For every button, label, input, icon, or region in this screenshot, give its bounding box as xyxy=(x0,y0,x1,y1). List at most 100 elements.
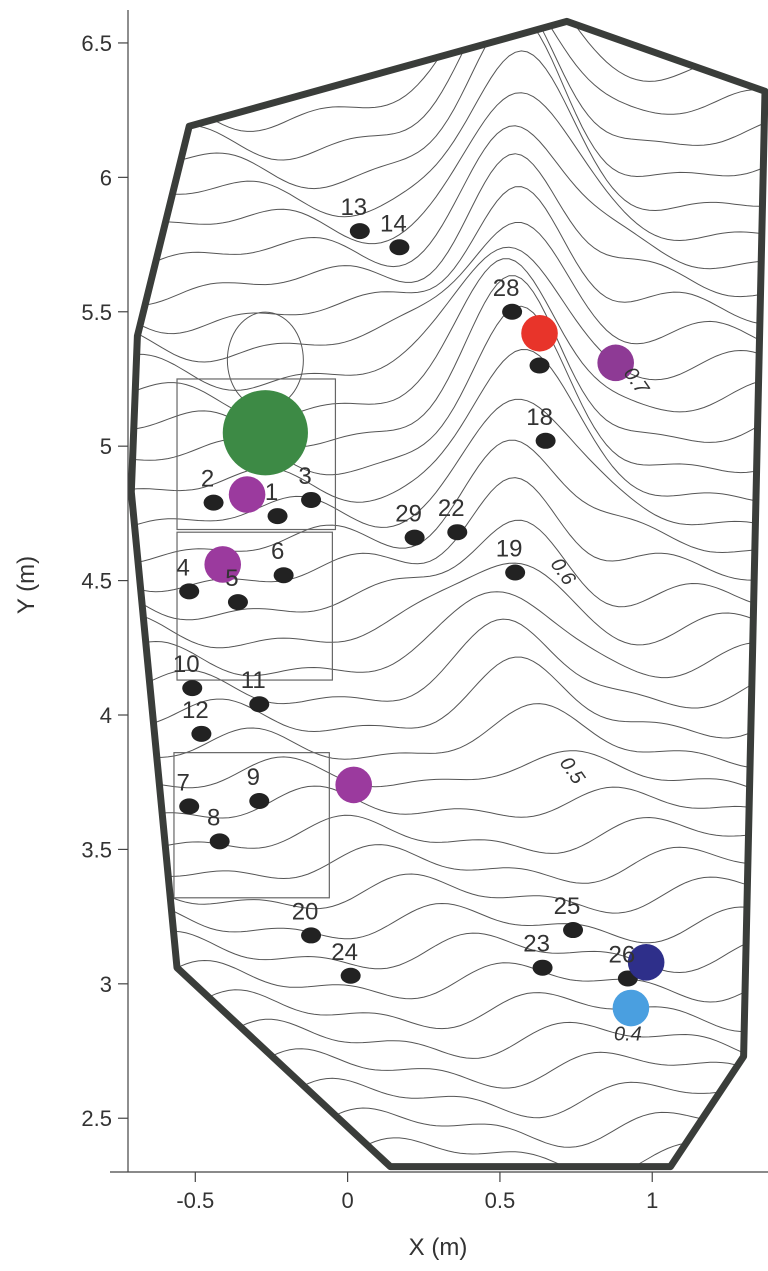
y-tick-label: 3 xyxy=(100,972,112,997)
site-boundary xyxy=(127,17,768,1171)
contour-label: 0.4 xyxy=(614,1023,642,1045)
sensor-label: 3 xyxy=(298,463,311,490)
contour-line xyxy=(131,275,766,448)
sensor-label: 22 xyxy=(438,495,465,522)
sensor-point xyxy=(249,793,270,810)
x-tick-label: -0.5 xyxy=(176,1188,214,1213)
sensor-label: 8 xyxy=(207,804,220,831)
contour-line xyxy=(131,1077,766,1119)
sensor-point xyxy=(227,594,248,611)
y-tick-label: 4.5 xyxy=(81,569,112,594)
colored-marker xyxy=(222,390,308,476)
contour-line xyxy=(131,1107,766,1148)
sensor-point xyxy=(563,922,584,939)
colored-marker xyxy=(612,989,650,1027)
sensor-point xyxy=(389,239,410,256)
sensor-label: 5 xyxy=(225,565,238,592)
contour-line xyxy=(131,21,766,46)
sensor-point xyxy=(535,432,556,449)
contour-line xyxy=(131,21,766,75)
x-tick-label: 0 xyxy=(341,1188,353,1213)
contour-line xyxy=(131,21,766,132)
colored-marker xyxy=(204,546,242,583)
sensor-label: 6 xyxy=(271,538,284,565)
contour-line xyxy=(131,125,766,276)
x-tick-label: 1 xyxy=(646,1188,658,1213)
contour-line xyxy=(131,21,766,104)
axes: 2.5 3 3.5 4 4.5 5 5.5 6 6.5 -0.5 0 0.5 1 xyxy=(81,10,768,1213)
contour-line xyxy=(131,1018,766,1062)
contour-line xyxy=(131,258,766,420)
contour-line xyxy=(131,618,766,709)
contour-line xyxy=(131,519,766,621)
y-tick-label: 3.5 xyxy=(81,837,112,862)
sensor-point xyxy=(203,494,224,511)
sensor-label: 2 xyxy=(201,466,214,493)
sensor-label: 29 xyxy=(395,501,422,528)
colored-marker xyxy=(597,344,634,382)
y-tick-label: 5.5 xyxy=(81,300,112,325)
sensor-label: 11 xyxy=(241,667,266,694)
contour-line xyxy=(131,1048,766,1089)
sensor-point xyxy=(179,798,200,815)
contour-label: 0.6 xyxy=(546,554,580,590)
sensor-label: 7 xyxy=(177,769,190,796)
contour-line xyxy=(131,750,766,796)
region-box xyxy=(173,752,330,899)
sensor-point xyxy=(191,725,212,742)
colored-marker xyxy=(228,476,266,513)
boundary-polygon xyxy=(127,17,768,1171)
sensor-label: 23 xyxy=(523,931,550,958)
contour-line xyxy=(131,50,766,218)
sensor-point xyxy=(404,529,425,546)
contour-line xyxy=(131,398,766,531)
y-axis-title: Y (m) xyxy=(13,556,40,614)
sensor-point xyxy=(273,567,294,584)
region-box xyxy=(176,378,337,531)
sensor-point xyxy=(532,959,553,976)
contour-label: 0.5 xyxy=(555,753,589,789)
sensor-point xyxy=(179,583,200,600)
contour-line xyxy=(131,21,766,161)
colored-marker xyxy=(335,766,373,804)
contour-line xyxy=(131,348,766,504)
region-boxes xyxy=(173,378,337,899)
sensor-point xyxy=(182,680,203,697)
sensor-label: 28 xyxy=(493,275,520,302)
x-tick-label: 0.5 xyxy=(485,1188,516,1213)
contour-line xyxy=(131,21,766,190)
contour-line xyxy=(131,873,766,914)
sensor-point xyxy=(349,223,370,240)
sensor-label: 13 xyxy=(340,194,367,221)
colored-markers xyxy=(204,314,665,1027)
contour-line xyxy=(131,785,766,821)
contour-line xyxy=(131,989,766,1033)
contour-line xyxy=(131,901,766,944)
contour-line xyxy=(131,92,766,245)
sensor-label: 25 xyxy=(554,893,581,920)
contour-line xyxy=(131,153,766,306)
sensor-point xyxy=(301,491,322,508)
y-tick-label: 2.5 xyxy=(81,1106,112,1131)
contour-line xyxy=(131,656,766,739)
y-tick-label: 6 xyxy=(100,165,112,190)
sensor-label: 19 xyxy=(496,536,523,563)
contour-line xyxy=(131,591,766,679)
sensor-point xyxy=(267,508,288,525)
sensor-point xyxy=(249,696,270,713)
y-tick-label: 5 xyxy=(100,434,112,459)
sensor-point xyxy=(209,833,230,850)
contour-line xyxy=(131,305,766,476)
contour-line xyxy=(131,703,766,769)
sensor-point xyxy=(340,967,361,984)
sensor-label: 18 xyxy=(526,404,553,431)
sensor-point xyxy=(301,927,322,944)
sensor-label: 1 xyxy=(265,479,278,506)
x-axis-title: X (m) xyxy=(409,1234,468,1261)
contour-line xyxy=(131,844,766,884)
y-tick-label: 4 xyxy=(100,703,112,728)
sensor-label: 26 xyxy=(609,941,636,968)
contour-line xyxy=(131,186,766,335)
